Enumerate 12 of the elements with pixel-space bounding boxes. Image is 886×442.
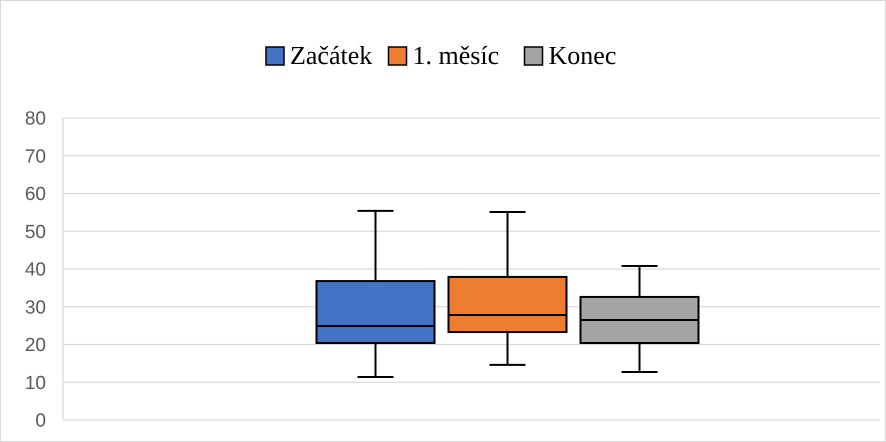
y-tick-label: 80 xyxy=(24,108,46,130)
y-tick-label: 60 xyxy=(24,184,46,206)
y-tick-label: 20 xyxy=(24,335,46,356)
y-tick-label: 0 xyxy=(35,410,46,432)
y-tick-label: 30 xyxy=(24,297,46,318)
y-tick-label: 40 xyxy=(24,260,46,281)
y-tick-label: 70 xyxy=(24,146,46,168)
legend-label: 1. měsíc xyxy=(412,41,500,70)
legend-label: Konec xyxy=(548,41,616,70)
y-tick-label: 10 xyxy=(24,372,46,394)
y-tick-label: 50 xyxy=(24,222,46,243)
legend-label: Začátek xyxy=(290,41,372,70)
